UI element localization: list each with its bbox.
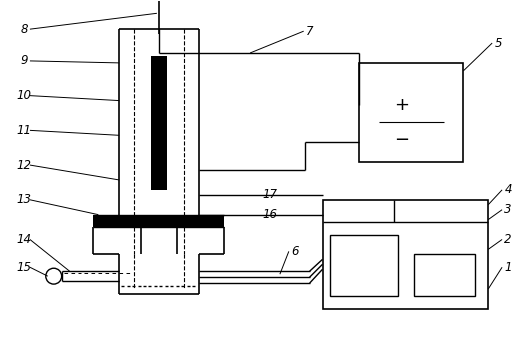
Text: 13: 13 <box>16 193 31 206</box>
Text: 8: 8 <box>20 23 28 36</box>
Bar <box>414 254 475 296</box>
Text: 3: 3 <box>504 203 512 216</box>
Text: 11: 11 <box>16 124 31 137</box>
Text: 9: 9 <box>20 54 28 67</box>
Text: 2: 2 <box>504 233 512 246</box>
Text: 5: 5 <box>494 37 502 49</box>
Text: 4: 4 <box>504 183 512 197</box>
Text: 10: 10 <box>16 89 31 102</box>
Text: 14: 14 <box>16 233 31 246</box>
Bar <box>322 200 488 309</box>
Text: 16: 16 <box>262 208 278 221</box>
Text: 17: 17 <box>262 188 278 201</box>
Text: 12: 12 <box>16 158 31 172</box>
Bar <box>359 63 463 162</box>
Text: 6: 6 <box>291 245 298 258</box>
Bar <box>151 56 167 190</box>
Bar <box>330 235 398 296</box>
Text: 1: 1 <box>504 261 512 274</box>
Bar <box>94 215 225 227</box>
Text: +: + <box>394 95 409 113</box>
Text: 7: 7 <box>306 25 313 38</box>
Text: 15: 15 <box>16 261 31 274</box>
Text: −: − <box>394 131 409 149</box>
